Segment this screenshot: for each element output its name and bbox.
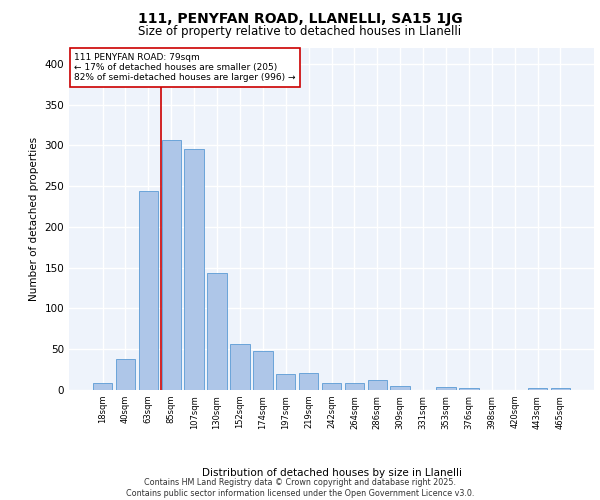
Bar	[93, 384, 112, 390]
Text: Size of property relative to detached houses in Llanelli: Size of property relative to detached ho…	[139, 25, 461, 38]
Text: 111 PENYFAN ROAD: 79sqm
← 17% of detached houses are smaller (205)
82% of semi-d: 111 PENYFAN ROAD: 79sqm ← 17% of detache…	[74, 52, 296, 82]
Bar	[528, 388, 547, 390]
Bar	[253, 351, 272, 390]
Bar	[184, 150, 204, 390]
Y-axis label: Number of detached properties: Number of detached properties	[29, 136, 39, 301]
Bar	[139, 191, 158, 390]
Bar	[322, 382, 341, 390]
X-axis label: Distribution of detached houses by size in Llanelli: Distribution of detached houses by size …	[202, 468, 461, 478]
Bar	[208, 272, 227, 390]
Bar	[161, 140, 181, 390]
Bar	[459, 388, 479, 390]
Bar	[436, 386, 455, 390]
Bar	[230, 344, 250, 390]
Bar	[551, 388, 570, 390]
Text: 111, PENYFAN ROAD, LLANELLI, SA15 1JG: 111, PENYFAN ROAD, LLANELLI, SA15 1JG	[137, 12, 463, 26]
Bar	[116, 359, 135, 390]
Bar	[344, 382, 364, 390]
Bar	[299, 373, 319, 390]
Bar	[391, 386, 410, 390]
Bar	[276, 374, 295, 390]
Bar	[368, 380, 387, 390]
Text: Contains HM Land Registry data © Crown copyright and database right 2025.
Contai: Contains HM Land Registry data © Crown c…	[126, 478, 474, 498]
